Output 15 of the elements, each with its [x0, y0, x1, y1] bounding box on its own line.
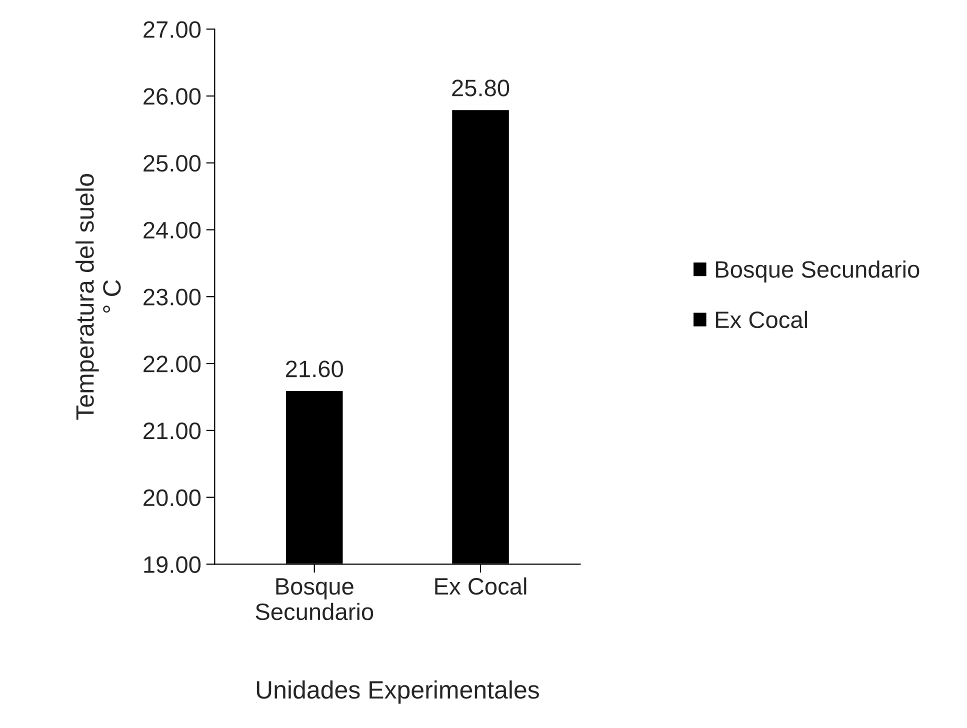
y-tick-label: 25.00 — [144, 154, 201, 172]
y-axis-title: Temperatura del suelo ° C — [76, 174, 121, 420]
y-tick-label: 19.00 — [144, 556, 201, 573]
y-tick-label: 22.00 — [144, 356, 201, 372]
legend-label: Ex Cocal — [716, 310, 807, 328]
legend-label: Bosque Secundario — [716, 260, 920, 282]
x-axis-title: Unidades Experimentales — [256, 680, 539, 704]
data-label: 21.60 — [286, 360, 343, 378]
y-tick-label: 26.00 — [144, 88, 201, 105]
y-tick-label: 27.00 — [144, 21, 201, 38]
data-label: 25.80 — [452, 80, 510, 96]
y-tick-label: 21.00 — [144, 422, 201, 440]
y-tick-label: 23.00 — [144, 288, 201, 306]
y-tick-label: 24.00 — [144, 222, 201, 239]
y-tick-label: 20.00 — [144, 489, 201, 506]
